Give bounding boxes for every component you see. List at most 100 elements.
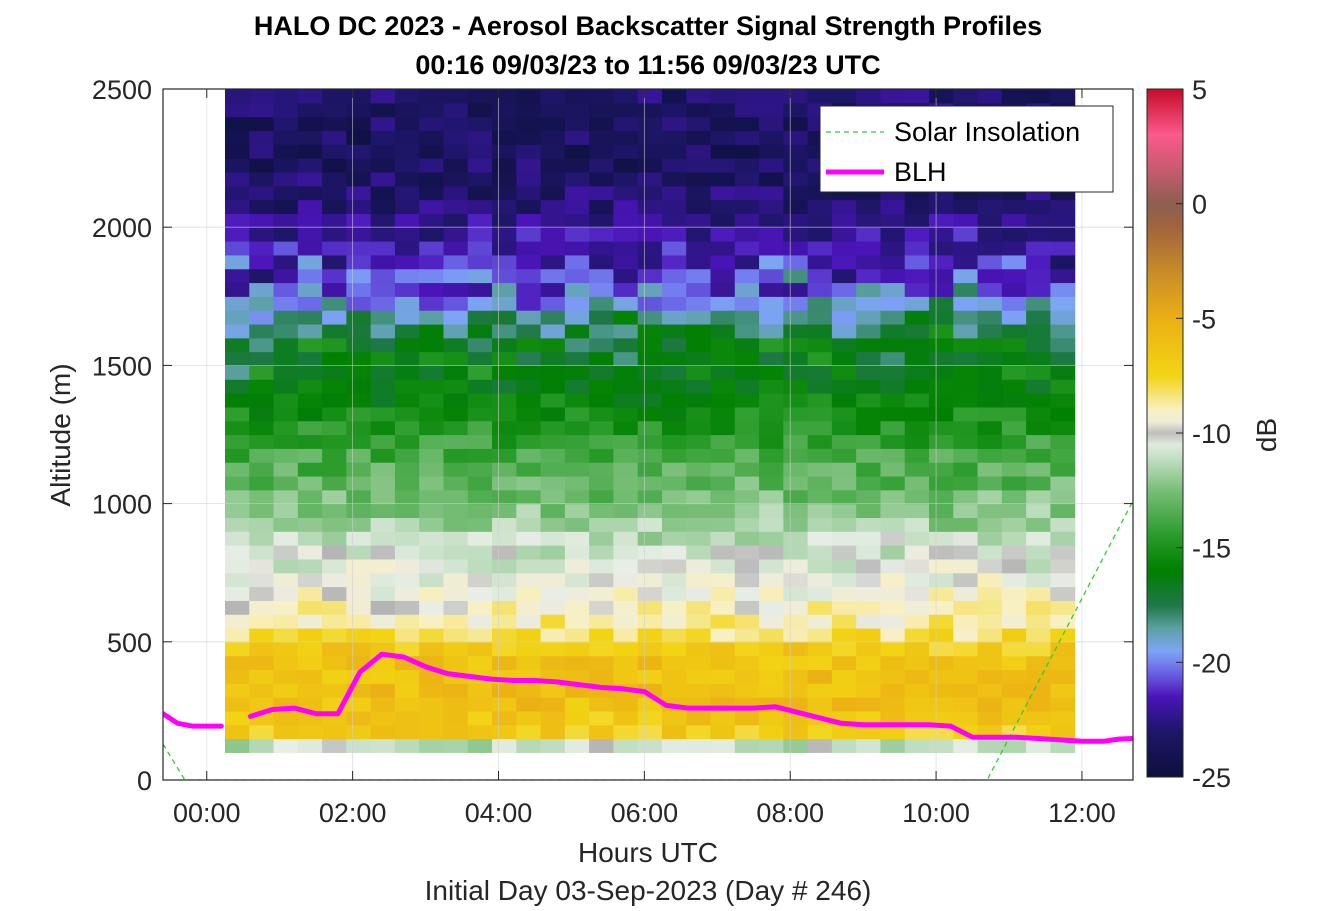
heatmap-cell [613, 116, 639, 132]
heatmap-cell [1050, 627, 1076, 643]
heatmap-cell [904, 227, 930, 242]
heatmap-cell [710, 199, 736, 214]
heatmap-cell [1001, 545, 1027, 560]
heatmap-cell [831, 462, 857, 477]
heatmap-cell [734, 199, 760, 214]
heatmap-cell [977, 462, 1003, 477]
heatmap-cell [346, 738, 372, 753]
heatmap-cell [661, 738, 687, 753]
heatmap-cell [443, 614, 469, 629]
heatmap-cell [297, 420, 323, 436]
heatmap-cell [856, 254, 882, 270]
heatmap-cell [1001, 600, 1027, 615]
heatmap-cell [322, 213, 347, 228]
heatmap-cell [249, 614, 275, 629]
heatmap-cell [516, 185, 542, 201]
heatmap-cell [297, 268, 323, 284]
heatmap-cell [759, 641, 784, 657]
heatmap-cell [710, 572, 736, 588]
heatmap-cell [807, 227, 833, 242]
heatmap-cell [686, 434, 712, 449]
heatmap-cell [831, 420, 857, 436]
heatmap-cell [540, 296, 566, 311]
heatmap-cell [273, 503, 299, 519]
heatmap-cell [1026, 282, 1051, 297]
heatmap-cell [370, 738, 396, 753]
heatmap-cell [249, 89, 275, 104]
heatmap-cell [249, 655, 275, 671]
heatmap-cell [346, 406, 372, 422]
heatmap-cell [929, 89, 954, 104]
heatmap-cell [492, 144, 517, 159]
heatmap-cell [1026, 323, 1051, 339]
heatmap-cell [1050, 475, 1076, 491]
heatmap-cell [516, 586, 542, 601]
heatmap-cell [637, 268, 663, 284]
heatmap-cell [322, 365, 347, 380]
heatmap-cell [661, 448, 687, 463]
heatmap-cell [346, 448, 372, 463]
heatmap-cell [346, 282, 372, 297]
heatmap-cell [297, 572, 323, 588]
heatmap-cell [831, 545, 857, 560]
heatmap-cell [710, 323, 736, 339]
heatmap-cell [637, 558, 663, 574]
heatmap-cell [661, 337, 687, 353]
heatmap-cell [297, 641, 323, 657]
heatmap-cell [613, 337, 639, 353]
heatmap-cell [759, 669, 784, 684]
heatmap-cell [783, 351, 809, 366]
heatmap-cell [564, 586, 590, 601]
heatmap-cell [419, 365, 445, 380]
heatmap-cell [1001, 683, 1027, 698]
legend-box [819, 105, 1114, 193]
heatmap-cell [443, 586, 469, 601]
heatmap-cell [734, 282, 760, 297]
heatmap-cell [953, 627, 979, 643]
heatmap-cell [1050, 406, 1076, 422]
heatmap-cell [759, 586, 784, 601]
heatmap-cell [929, 531, 954, 546]
heatmap-cell [1026, 393, 1051, 408]
heatmap-cell [492, 337, 517, 353]
heatmap-cell [1050, 600, 1076, 615]
heatmap-cell [322, 241, 347, 256]
heatmap-cell [734, 683, 760, 698]
heatmap-cell [783, 503, 809, 519]
heatmap-cell [880, 627, 906, 643]
grid-lines [163, 89, 1133, 780]
heatmap-cell [394, 448, 420, 463]
heatmap-cell [516, 503, 542, 519]
heatmap-cell [710, 185, 736, 201]
heatmap-cell [831, 89, 857, 104]
heatmap-cell [880, 669, 906, 684]
heatmap-cell [249, 420, 275, 436]
heatmap-cell [686, 614, 712, 629]
heatmap-cell [564, 448, 590, 463]
heatmap-cell [370, 724, 396, 740]
heatmap-cell [686, 475, 712, 491]
heatmap-cell [443, 268, 469, 284]
heatmap-cell [394, 710, 420, 726]
heatmap-cell [977, 627, 1003, 643]
heatmap-cell [443, 738, 469, 753]
heatmap-cell [589, 738, 615, 753]
heatmap-cell [710, 393, 736, 408]
heatmap-cell [273, 406, 299, 422]
heatmap-cell [734, 710, 760, 726]
heatmap-cell [249, 171, 275, 187]
heatmap-cell [1001, 669, 1027, 684]
heatmap-cell [540, 600, 566, 615]
heatmap-cell [1050, 227, 1076, 242]
legend-label-solar-insolation: Solar Insolation [894, 117, 1080, 147]
heatmap-cell [637, 185, 663, 201]
heatmap-cell [904, 365, 930, 380]
heatmap-cell [492, 268, 517, 284]
heatmap-cell [1001, 282, 1027, 297]
heatmap-cell [564, 282, 590, 297]
heatmap-cell [564, 641, 590, 657]
heatmap-cell [540, 531, 566, 546]
heatmap-cell [686, 185, 712, 201]
heatmap-cell [224, 379, 250, 394]
heatmap-cell [904, 724, 930, 740]
